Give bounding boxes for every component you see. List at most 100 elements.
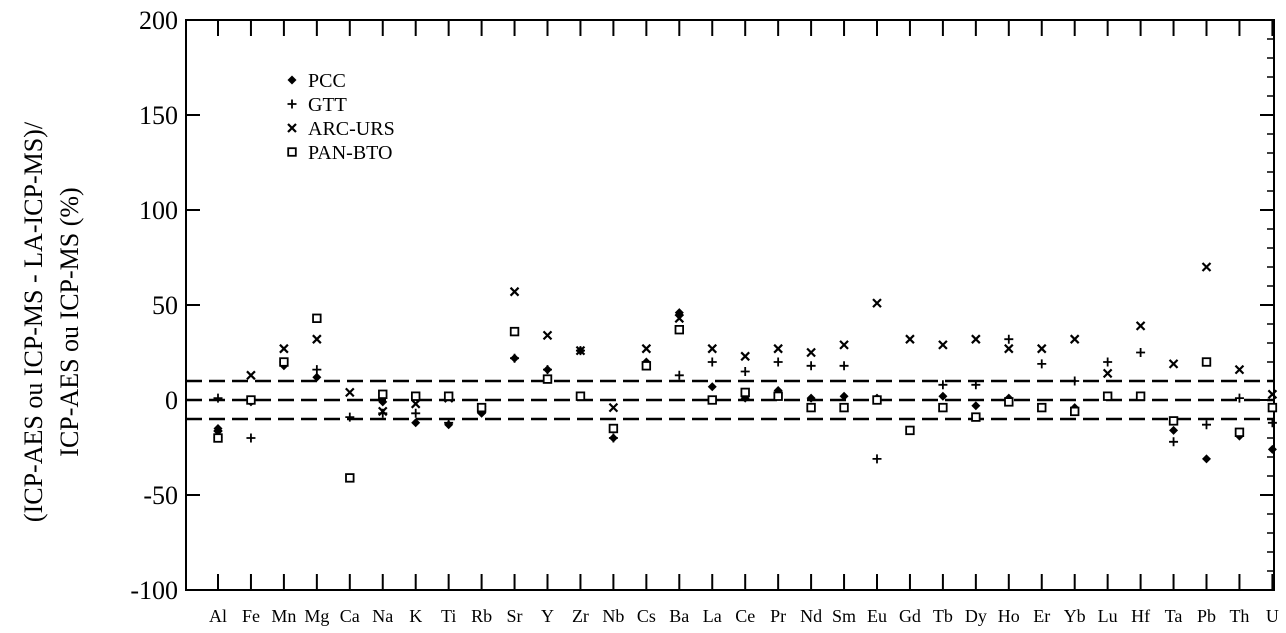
gtt-point (246, 433, 256, 443)
gtt-point (1037, 359, 1047, 369)
arc-urs-point (1036, 343, 1047, 354)
arc-urs-point (773, 343, 783, 354)
y-axis-label-line1: (ICP-AES ou ICP-MS - LA-ICP-MS)/ (19, 121, 48, 522)
gtt-point (1004, 334, 1014, 344)
pan-bto-point (378, 389, 388, 399)
x-tick-label: Yb (1064, 606, 1086, 626)
gtt-point (971, 380, 981, 390)
gtt-point (872, 454, 882, 464)
y-tick-label: 150 (139, 101, 178, 130)
legend-marker-pcc (287, 75, 297, 85)
arc-urs-point (608, 402, 619, 413)
pan-bto-point (1234, 427, 1245, 437)
x-tick-label: Ba (669, 606, 689, 626)
gtt-point (806, 361, 816, 371)
x-tick-label: Al (209, 606, 227, 626)
x-tick-label: Cs (637, 606, 656, 626)
arc-urs-point (542, 330, 553, 341)
x-tick-label: U (1266, 606, 1279, 626)
gtt-point (510, 353, 520, 363)
arc-urs-point (1234, 364, 1245, 375)
x-tick-label: Sm (832, 606, 856, 626)
gtt-point (543, 365, 552, 375)
x-tick-label: Rb (471, 606, 492, 626)
pcc-point (378, 397, 388, 407)
arc-urs-point (971, 334, 981, 344)
pan-bto-point (1037, 402, 1047, 413)
x-tick-label: Nd (800, 606, 822, 626)
x-tick-label: Lu (1098, 606, 1118, 626)
pan-bto-point (1168, 416, 1179, 426)
x-tick-label: Hf (1131, 606, 1150, 626)
pcc-point (971, 401, 981, 411)
x-tick-label: Eu (867, 606, 887, 626)
arc-urs-point (246, 370, 256, 381)
arc-urs-point (1168, 359, 1179, 369)
arc-urs-point (1069, 334, 1080, 344)
x-tick-label: La (703, 606, 722, 626)
gtt-point (411, 408, 421, 418)
gtt-point (707, 357, 717, 367)
arc-urs-point (509, 286, 520, 297)
pcc-point (806, 393, 816, 403)
pcc-point (839, 391, 849, 401)
arc-urs-point (707, 343, 718, 354)
pcc-point (1169, 425, 1179, 435)
x-tick-label: Pb (1197, 606, 1216, 626)
arc-urs-point (1267, 389, 1278, 400)
x-tick-label: Ca (340, 606, 360, 626)
pan-bto-point (905, 425, 915, 436)
arc-urs-point (938, 340, 948, 350)
x-tick-label: Ta (1165, 606, 1183, 626)
arc-urs-point (1135, 321, 1146, 331)
plot-area: -100 -50 0 50 100 150 200 Al Fe Mn Mg Ca Na K Ti Rb Sr Y Z… (130, 6, 1279, 626)
gtt-point (674, 370, 684, 380)
x-tick-label: Na (372, 606, 393, 626)
pan-bto-point (1267, 402, 1278, 413)
gtt-point (444, 418, 454, 428)
pan-bto-point (542, 374, 553, 384)
pan-bto-point (1102, 391, 1113, 401)
arc-urs-point (1102, 368, 1113, 379)
x-tick-label: Zr (572, 606, 589, 626)
pan-bto-point (839, 402, 849, 413)
gtt-point (608, 433, 618, 443)
x-tick-label: Y (541, 606, 554, 626)
pan-bto-point (476, 402, 487, 413)
pan-bto-point (410, 391, 421, 401)
gtt-point (1070, 376, 1080, 386)
gtt-point (1234, 393, 1244, 403)
pan-bto-point (1201, 357, 1212, 367)
arc-urs-point (575, 345, 586, 356)
x-tick-label: Pr (770, 606, 786, 626)
y-tick-label: -100 (130, 576, 178, 605)
pan-bto-point (213, 433, 223, 443)
gtt-point (773, 357, 783, 367)
pan-bto-point (246, 395, 256, 405)
arc-urs-point (1004, 343, 1014, 354)
pcc-point (938, 391, 948, 401)
x-tick-label: Dy (965, 606, 987, 626)
x-tick-label: Fe (242, 606, 260, 626)
gtt-point (938, 380, 948, 390)
legend-label-pcc: PCC (308, 70, 346, 92)
pan-bto-point (1004, 397, 1014, 407)
x-tick-label: K (409, 606, 422, 626)
x-tick-label: Th (1229, 606, 1249, 626)
arc-urs-point (872, 298, 882, 308)
pan-bto-point (641, 361, 652, 371)
arc-urs-point (806, 347, 816, 358)
arc-urs-point (410, 399, 421, 409)
gtt-point (839, 361, 849, 371)
gtt-point (1202, 420, 1211, 430)
gtt-point (1103, 357, 1113, 367)
x-tick-label: Gd (899, 606, 921, 626)
x-tick-label: Nb (602, 606, 624, 626)
pcc-point (312, 372, 322, 382)
pan-bto-point (773, 391, 783, 401)
legend-label-arc-urs: ARC-URS (308, 118, 395, 140)
arc-urs-point (1201, 262, 1212, 272)
pan-bto-point (740, 387, 750, 398)
x-tick-label: Er (1033, 606, 1050, 626)
